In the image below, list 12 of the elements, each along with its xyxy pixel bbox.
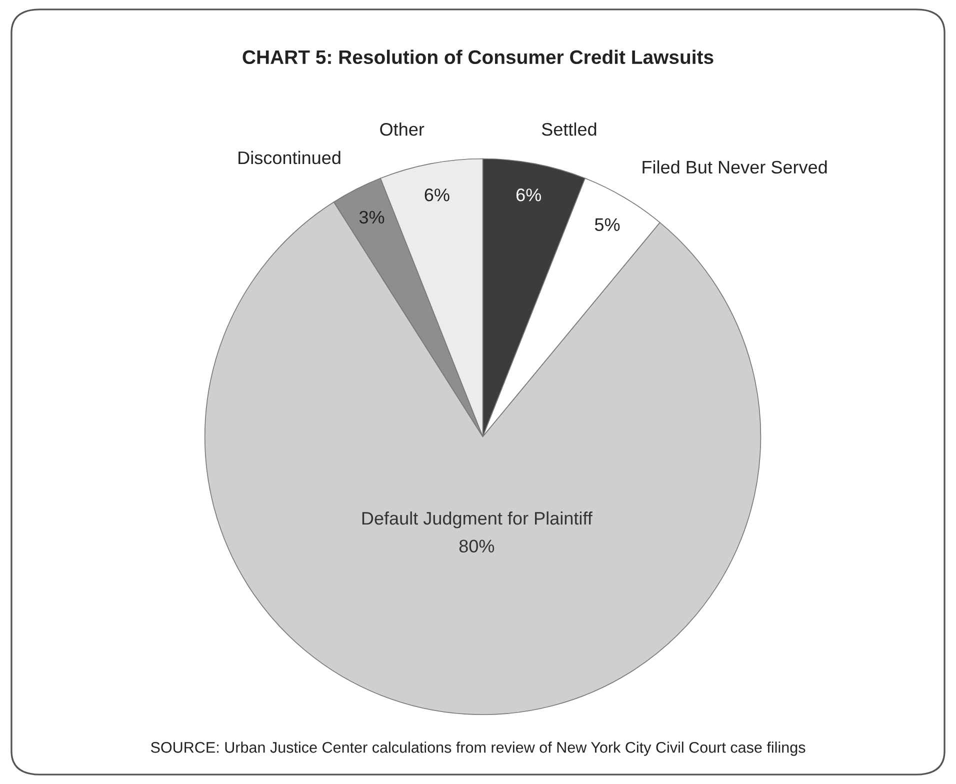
- chart-title: CHART 5: Resolution of Consumer Credit Lawsuits: [242, 50, 714, 64]
- slice-label: Discontinued: [238, 150, 340, 164]
- data-label: 6%: [424, 188, 450, 202]
- slice-label: Other: [380, 122, 424, 136]
- source-note: SOURCE: Urban Justice Center calculations from review of New York City Civil Court case filings: [150, 742, 806, 756]
- data-label: 80%: [459, 540, 494, 553]
- data-label: 3%: [359, 210, 384, 224]
- slice-label: Default Judgment for Plaintiff: [362, 511, 592, 528]
- data-label: 5%: [594, 218, 620, 232]
- slice-label: Filed But Never Served: [642, 160, 827, 174]
- data-label: 6%: [516, 188, 542, 202]
- slice-label: Settled: [542, 122, 596, 136]
